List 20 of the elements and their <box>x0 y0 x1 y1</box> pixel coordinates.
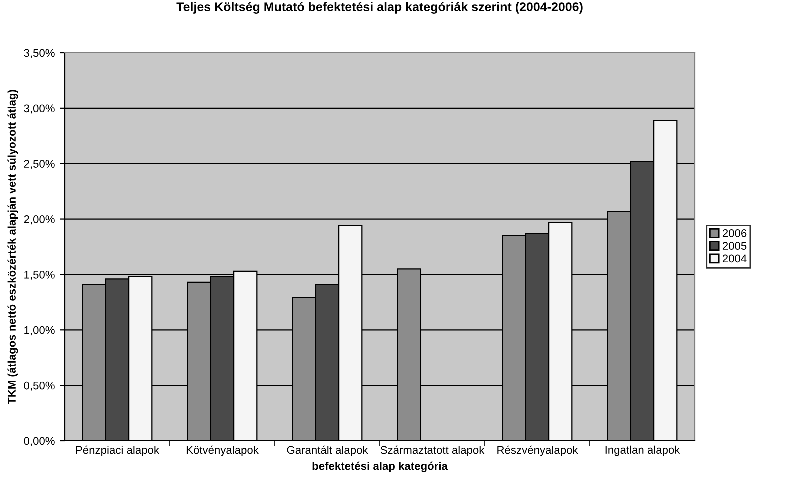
y-axis-title: TKM (átlagos nettó eszközérték alapján vett súlyozott átlag) <box>8 90 18 404</box>
x-tick-label: Garantált alapok <box>287 446 368 456</box>
chart-title: Teljes Költség Mutató befektetési alap kategóriák szerint (2004-2006) <box>176 2 583 14</box>
legend-label: 2005 <box>722 242 747 250</box>
y-tick-label: 3,50% <box>24 49 55 58</box>
y-tick-label: 1,50% <box>24 270 55 280</box>
x-tick-label: Ingatlan alapok <box>606 446 680 456</box>
y-tick-label: 0,50% <box>24 382 55 392</box>
y-tick-label: 3,00% <box>24 104 55 114</box>
y-tick-label: 1,00% <box>24 326 55 336</box>
x-axis-title: befektetési alap kategória <box>312 462 448 472</box>
y-tick-label: 0,00% <box>24 437 55 446</box>
y-tick-label: 2,00% <box>24 216 55 225</box>
y-tick-label: 2,50% <box>24 160 55 170</box>
x-tick-label: Részvényalapok <box>498 446 578 456</box>
legend-label: 2004 <box>722 254 747 263</box>
x-tick-label: Kötvényalapok <box>186 446 259 456</box>
x-tick-label: Származtatott alapok <box>380 446 485 456</box>
legend-label: 2006 <box>722 230 747 238</box>
x-tick-label: Pénzpiaci alapok <box>76 446 160 456</box>
